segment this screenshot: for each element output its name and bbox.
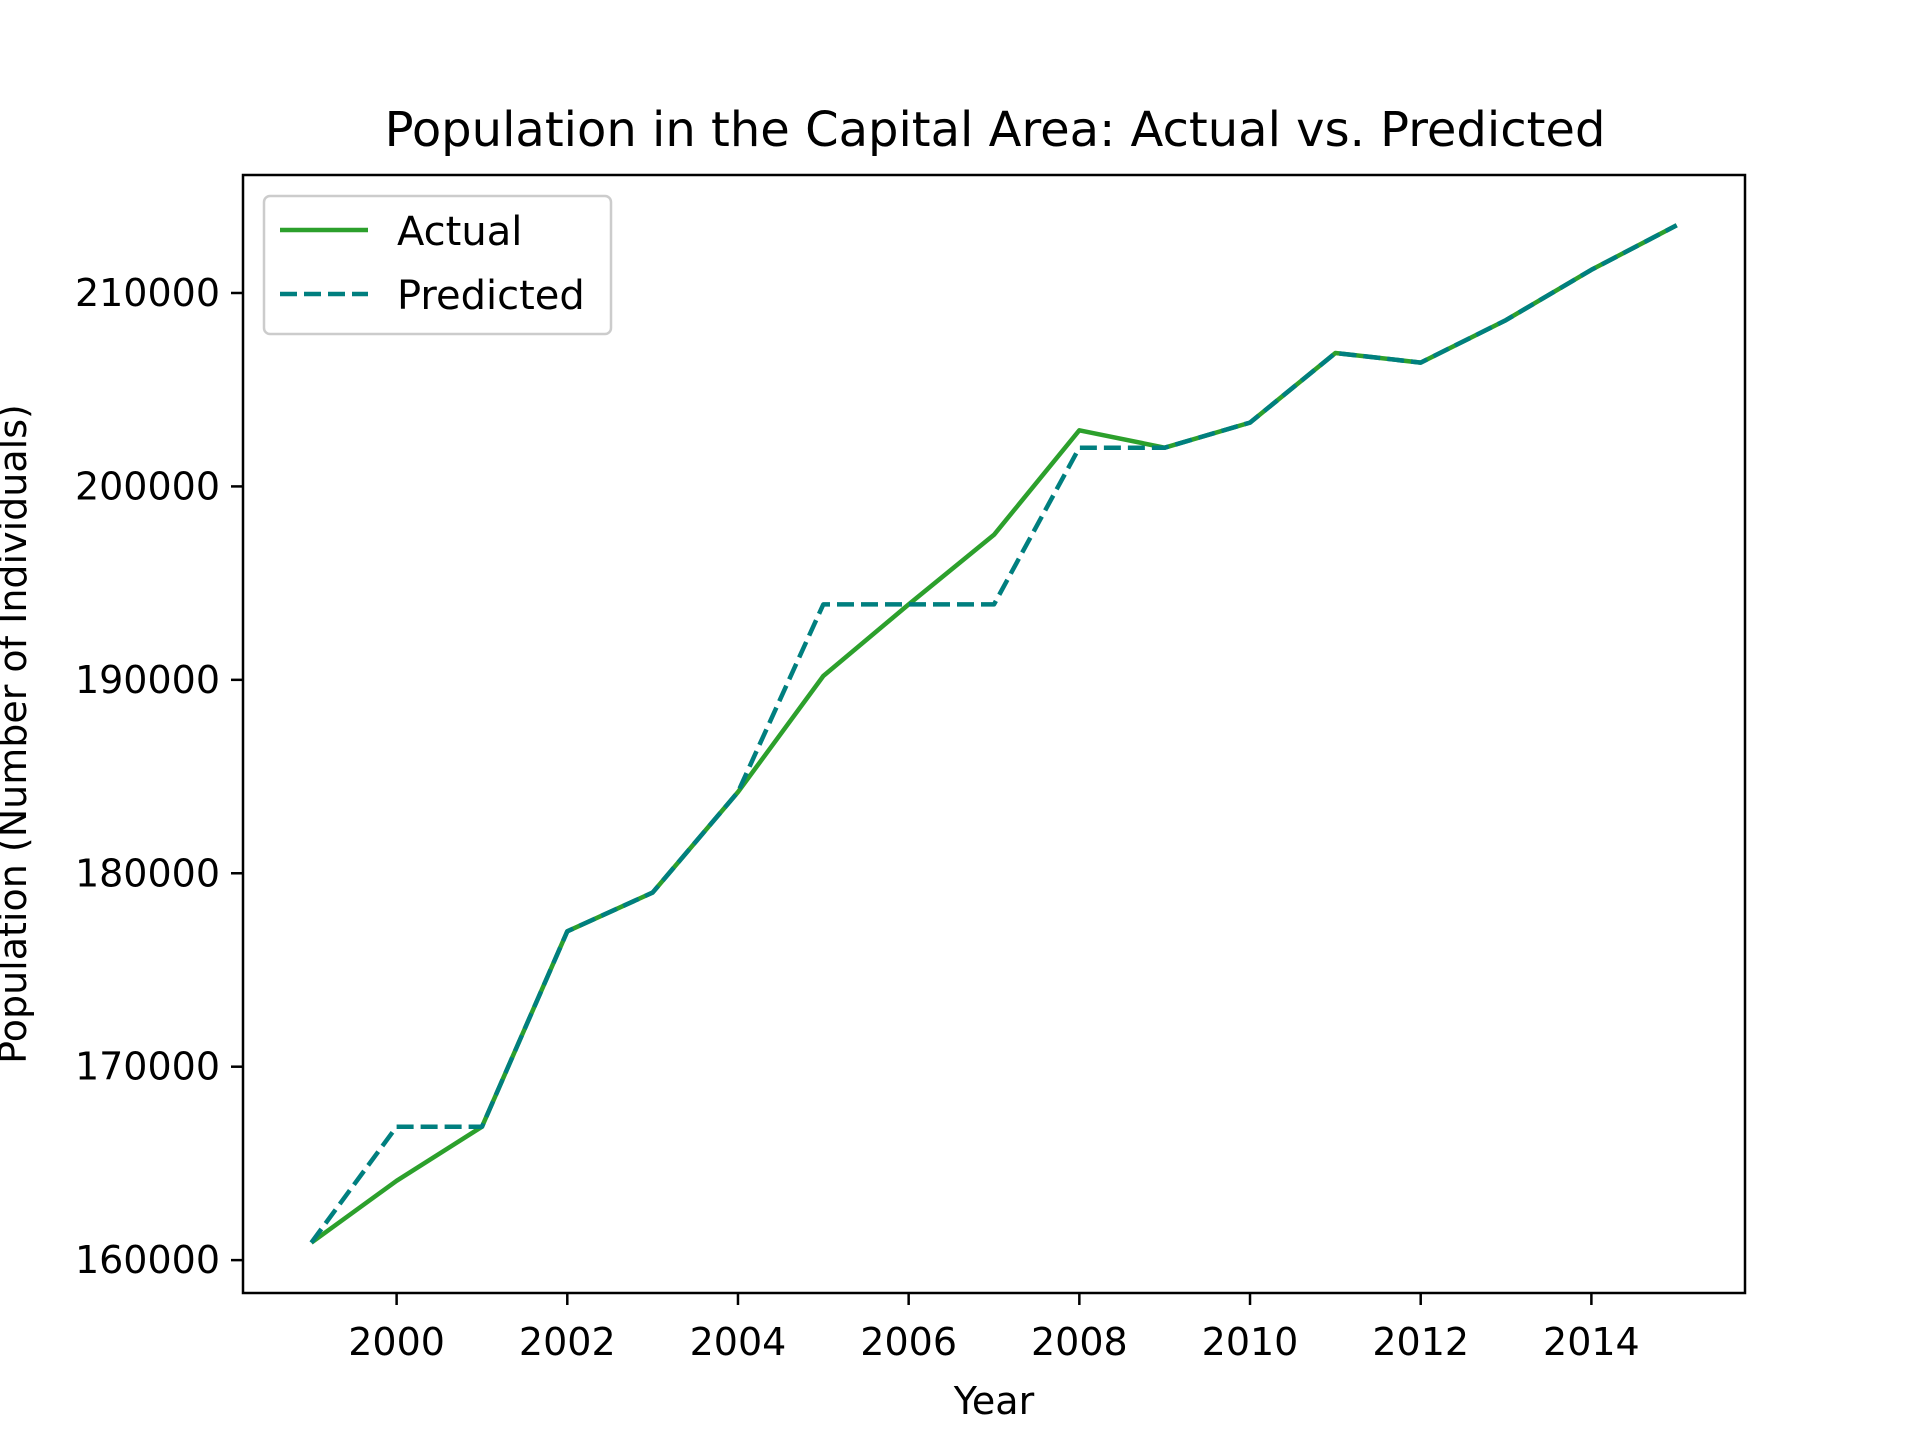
x-tick-label: 2004 xyxy=(690,1320,787,1364)
series-line-predicted xyxy=(309,223,1678,1245)
y-tick-label: 180000 xyxy=(75,851,220,895)
x-tick-label: 2008 xyxy=(1031,1320,1128,1364)
y-axis-ticks: 160000 170000 180000 190000 200000 210000 xyxy=(75,271,243,1282)
y-tick-label: 210000 xyxy=(75,271,220,315)
y-tick-label: 200000 xyxy=(75,464,220,508)
chart-title: Population in the Capital Area: Actual v… xyxy=(385,102,1606,158)
x-tick-label: 2002 xyxy=(519,1320,616,1364)
y-tick-label: 170000 xyxy=(75,1045,220,1089)
legend-label-predicted: Predicted xyxy=(397,273,585,319)
x-axis-ticks: 2000 2002 2004 2006 2008 2010 2012 2014 xyxy=(348,1293,1640,1364)
x-axis-label: Year xyxy=(953,1379,1035,1423)
y-tick-label: 160000 xyxy=(75,1238,220,1282)
x-tick-label: 2006 xyxy=(860,1320,957,1364)
x-tick-label: 2000 xyxy=(348,1320,445,1364)
axes-frame xyxy=(241,173,1747,1295)
y-axis-label: Population (Number of Individuals) xyxy=(0,404,35,1064)
x-tick-label: 2010 xyxy=(1202,1320,1299,1364)
series-layer xyxy=(309,223,1678,1245)
x-tick-label: 2014 xyxy=(1543,1320,1640,1364)
y-tick-label: 190000 xyxy=(75,658,220,702)
legend-label-actual: Actual xyxy=(397,209,522,255)
legend: Actual Predicted xyxy=(262,194,613,336)
x-tick-label: 2012 xyxy=(1372,1320,1469,1364)
